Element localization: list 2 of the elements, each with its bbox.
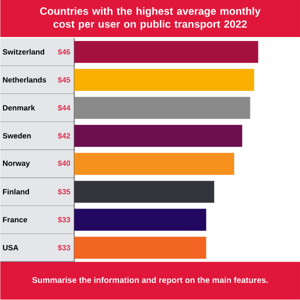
text: Summarise the information and report on the main features. — [32, 277, 268, 285]
chart-title: Countries with the highest average monthly cost per user on public transport 2022 — [40, 7, 261, 30]
